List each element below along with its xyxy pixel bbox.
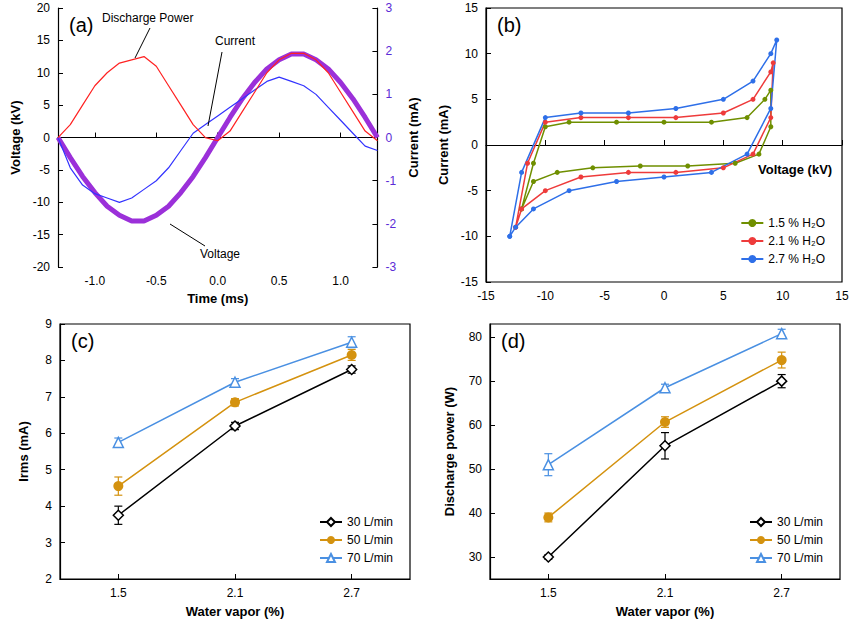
svg-text:6: 6 [45,426,52,440]
svg-text:-10: -10 [33,195,51,209]
svg-text:Voltage (kV): Voltage (kV) [758,162,832,177]
svg-text:2.1: 2.1 [227,586,244,600]
svg-text:2: 2 [385,44,392,58]
svg-text:5: 5 [720,289,727,303]
svg-text:-10: -10 [461,229,479,243]
svg-text:10: 10 [776,289,790,303]
svg-text:Voltage: Voltage [200,247,240,261]
svg-text:10: 10 [465,47,479,61]
svg-text:7: 7 [45,390,52,404]
svg-text:0: 0 [43,131,50,145]
svg-text:0: 0 [661,289,668,303]
svg-text:-15: -15 [33,228,51,242]
svg-text:15: 15 [835,289,849,303]
svg-text:Discharge power (W): Discharge power (W) [442,387,457,516]
svg-text:-5: -5 [39,163,50,177]
svg-text:8: 8 [45,353,52,367]
svg-text:-20: -20 [33,260,51,274]
svg-text:3: 3 [45,536,52,550]
svg-text:Water vapor (%): Water vapor (%) [616,604,714,619]
svg-text:4: 4 [45,499,52,513]
svg-text:5: 5 [45,463,52,477]
svg-text:-2: -2 [385,217,396,231]
svg-text:1: 1 [385,87,392,101]
svg-text:0: 0 [385,131,392,145]
svg-text:50 L/min: 50 L/min [347,533,393,547]
svg-text:Current: Current [215,34,256,48]
svg-text:70 L/min: 70 L/min [777,551,823,565]
svg-text:50 L/min: 50 L/min [777,533,823,547]
svg-text:-3: -3 [385,260,396,274]
svg-text:(d): (d) [501,330,525,352]
svg-text:30 L/min: 30 L/min [347,515,393,529]
svg-text:10: 10 [37,66,51,80]
svg-text:1.5: 1.5 [110,586,127,600]
svg-text:-5: -5 [467,184,478,198]
svg-text:50: 50 [469,462,483,476]
svg-text:30: 30 [469,550,483,564]
svg-text:0.0: 0.0 [209,274,226,288]
svg-text:0.5: 0.5 [271,274,288,288]
svg-text:2.7: 2.7 [343,586,360,600]
svg-text:1.0: 1.0 [332,274,349,288]
svg-text:5: 5 [471,92,478,106]
svg-text:5: 5 [43,98,50,112]
svg-text:15: 15 [37,33,51,47]
svg-text:60: 60 [469,418,483,432]
svg-text:-10: -10 [537,289,555,303]
svg-text:Current (mA): Current (mA) [436,105,451,185]
svg-text:1.5: 1.5 [540,586,557,600]
svg-text:(c): (c) [71,330,94,352]
svg-text:-15: -15 [461,275,479,289]
svg-text:2: 2 [45,572,52,586]
svg-text:40: 40 [469,506,483,520]
svg-text:2.7: 2.7 [773,586,790,600]
svg-text:Voltage (kV): Voltage (kV) [8,100,23,174]
svg-text:0: 0 [471,138,478,152]
svg-text:-1: -1 [385,174,396,188]
svg-text:(b): (b) [497,14,521,36]
svg-text:Current (mA): Current (mA) [406,97,421,177]
svg-text:Discharge Power: Discharge Power [102,11,193,25]
svg-text:30 L/min: 30 L/min [777,515,823,529]
svg-text:Water vapor (%): Water vapor (%) [186,604,284,619]
svg-text:2.7 % H₂O: 2.7 % H₂O [768,252,825,266]
svg-text:2.1 % H₂O: 2.1 % H₂O [768,234,825,248]
svg-text:Time (ms): Time (ms) [187,291,248,306]
svg-text:3: 3 [385,1,392,15]
svg-text:9: 9 [45,317,52,331]
svg-text:Irms (mA): Irms (mA) [16,421,31,482]
svg-text:-0.5: -0.5 [146,274,167,288]
svg-text:20: 20 [37,1,51,15]
svg-text:-15: -15 [477,289,495,303]
svg-text:1.5 % H₂O: 1.5 % H₂O [768,216,825,230]
svg-text:15: 15 [465,1,479,15]
svg-text:2.1: 2.1 [657,586,674,600]
svg-text:80: 80 [469,330,483,344]
svg-text:70 L/min: 70 L/min [347,551,393,565]
svg-text:70: 70 [469,374,483,388]
svg-text:-1.0: -1.0 [85,274,106,288]
svg-text:(a): (a) [69,14,93,36]
svg-text:-5: -5 [599,289,610,303]
